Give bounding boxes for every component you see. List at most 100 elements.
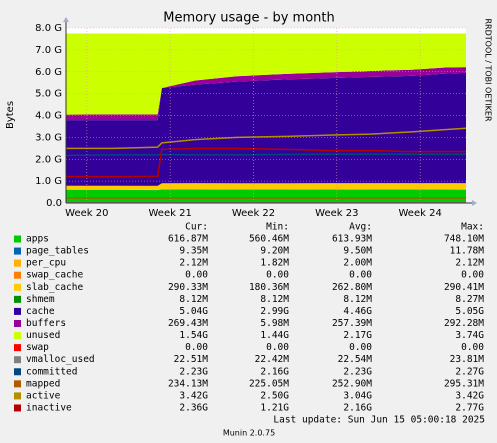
stats-header: Max:: [461, 222, 484, 233]
legend-label: per_cpu: [26, 258, 66, 269]
y-axis-label: Bytes: [5, 101, 16, 129]
legend-stat: 0.00: [185, 270, 208, 281]
legend-stat: 1.54G: [179, 330, 208, 341]
legend-swatch: [14, 404, 21, 412]
legend-stat: 1.44G: [260, 330, 289, 341]
last-update: Last update: Sun Jun 15 05:00:18 2025: [273, 415, 485, 426]
legend-stat: 1.82M: [260, 258, 289, 269]
legend-stat: 2.23G: [179, 366, 208, 377]
legend-stat: 0.00: [185, 342, 208, 353]
legend-label: cache: [26, 306, 55, 317]
legend-label: active: [26, 390, 61, 401]
y-tick-label: 8.0 G: [35, 23, 62, 34]
y-tick-label: 6.0 G: [35, 67, 62, 78]
axis-arrow: [472, 200, 477, 206]
legend-stat: 262.80M: [332, 282, 372, 293]
axis-arrow: [63, 17, 69, 22]
legend-stat: 2.12M: [179, 258, 208, 269]
legend-stat: 1.21G: [260, 402, 289, 413]
legend-stat: 9.35M: [179, 246, 208, 257]
legend-stat: 5.04G: [179, 306, 208, 317]
legend-stat: 3.42G: [455, 390, 484, 401]
legend-swatch: [14, 344, 21, 352]
legend-swatch: [14, 356, 21, 364]
legend-stat: 23.81M: [450, 354, 485, 365]
x-tick-label: Week 23: [315, 208, 358, 219]
stats-header: Cur:: [185, 222, 208, 233]
legend-stat: 2.16G: [343, 402, 372, 413]
legend-stat: 9.50M: [343, 246, 372, 257]
legend-stat: 8.12M: [343, 294, 372, 305]
legend-swatch: [14, 271, 21, 279]
legend-swatch: [14, 307, 21, 315]
legend-swatch: [14, 295, 21, 303]
legend-stat: 5.98M: [260, 318, 289, 329]
x-tick-label: Week 20: [65, 208, 108, 219]
legend-label: mapped: [26, 378, 60, 389]
legend-stat: 0.00: [349, 342, 372, 353]
y-tick-label: 4.0 G: [35, 111, 62, 122]
legend-swatch: [14, 368, 21, 376]
legend-label: swap_cache: [26, 270, 83, 281]
legend-stat: 613.93M: [332, 234, 372, 245]
stats-header: Avg:: [349, 222, 372, 233]
y-tick-label: 7.0 G: [35, 45, 62, 56]
stats-header: Min:: [266, 222, 289, 233]
legend-label: page_tables: [26, 246, 89, 257]
x-tick-label: Week 21: [149, 208, 192, 219]
legend-stat: 0.00: [349, 270, 372, 281]
legend-swatch: [14, 235, 21, 243]
legend-label: committed: [26, 366, 77, 377]
legend-swatch: [14, 247, 21, 255]
legend-label: slab_cache: [26, 282, 83, 293]
legend-stat: 22.42M: [255, 354, 290, 365]
area: [66, 189, 466, 191]
legend-stat: 3.04G: [343, 390, 372, 401]
legend-stat: 225.05M: [249, 378, 289, 389]
legend-stat: 234.13M: [168, 378, 208, 389]
legend-swatch: [14, 392, 21, 400]
side-text: RRDTOOL / TOBI OETIKER: [484, 18, 493, 121]
x-tick-label: Week 24: [399, 208, 442, 219]
legend-stat: 292.28M: [444, 318, 484, 329]
x-tick-label: Week 22: [232, 208, 275, 219]
legend-stat: 2.16G: [260, 366, 289, 377]
legend-stat: 5.05G: [455, 306, 484, 317]
legend-label: swap: [26, 342, 49, 353]
legend-stat: 22.51M: [174, 354, 209, 365]
legend-swatch: [14, 380, 21, 388]
legend-stat: 616.87M: [168, 234, 208, 245]
y-tick-label: 0.0: [46, 198, 62, 209]
legend-stat: 2.00M: [343, 258, 372, 269]
legend-stat: 2.77G: [455, 402, 484, 413]
marks: [65, 33, 467, 204]
legend-stat: 8.12M: [179, 294, 208, 305]
legend-stat: 0.00: [266, 270, 289, 281]
legend-label: buffers: [26, 318, 66, 329]
legend-stat: 9.20M: [260, 246, 289, 257]
legend-stat: 11.78M: [450, 246, 485, 257]
y-tick-label: 2.0 G: [35, 154, 62, 165]
legend-swatch: [14, 259, 21, 267]
legend-stat: 8.27M: [455, 294, 484, 305]
area: [66, 189, 466, 203]
legend-stat: 2.27G: [455, 366, 484, 377]
area: [66, 33, 466, 115]
legend-stat: 4.46G: [343, 306, 372, 317]
legend-stat: 2.99G: [260, 306, 289, 317]
area: [66, 67, 466, 121]
y-tick-label: 3.0 G: [35, 132, 62, 143]
legend-stat: 22.54M: [338, 354, 373, 365]
legend-label: shmem: [26, 294, 55, 305]
legend-label: vmalloc_used: [26, 354, 95, 365]
area: [66, 72, 466, 186]
y-tick-label: 1.0 G: [35, 176, 62, 187]
legend-stat: 8.12M: [260, 294, 289, 305]
legend-stat: 2.50G: [260, 390, 289, 401]
legend-swatch: [14, 319, 21, 327]
legend-stat: 269.43M: [168, 318, 208, 329]
area: [66, 183, 466, 190]
legend-stat: 257.39M: [332, 318, 372, 329]
